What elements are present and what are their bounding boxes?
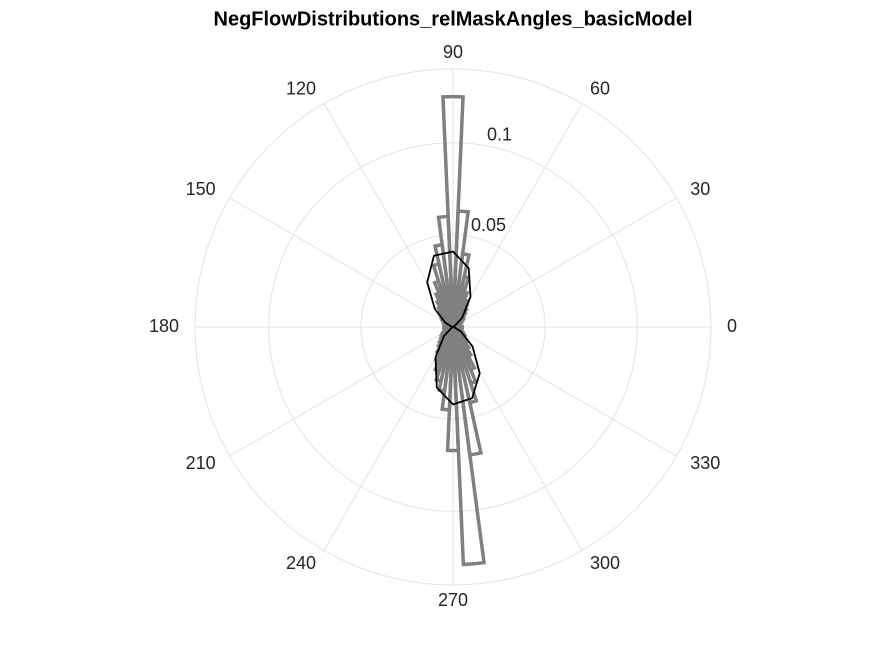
histogram-bar [451, 326, 477, 372]
r-tick-label: 0.05 [471, 215, 506, 235]
histogram-bar [451, 326, 479, 405]
outer-circle [194, 68, 712, 586]
theta-tick-label: 330 [690, 453, 720, 473]
radial-grid-line [360, 234, 546, 420]
histogram-bar [451, 326, 484, 457]
histogram-bar [431, 261, 455, 328]
histogram-bar [436, 308, 455, 329]
chart-title: NegFlowDistributions_relMaskAngles_basic… [214, 8, 693, 30]
histogram-bar [451, 326, 474, 359]
theta-tick-label: 60 [590, 78, 610, 98]
histogram-bar [451, 326, 486, 567]
theta-tick-label: 270 [438, 590, 468, 610]
theta-tick-label: 90 [443, 42, 463, 62]
histogram-bar [434, 298, 455, 328]
spoke-grid-line [229, 326, 454, 457]
histogram-bar [436, 214, 455, 328]
radial-grid-line [268, 142, 638, 512]
spoke-grid-line [229, 197, 454, 328]
histogram-bar [451, 325, 470, 346]
r-tick-label: 0.1 [487, 124, 512, 144]
theta-tick-label: 0 [727, 316, 737, 336]
theta-tick-label: 120 [286, 78, 316, 98]
histogram-bar [441, 94, 465, 328]
spoke-grid-line [323, 103, 454, 328]
theta-tick-label: 210 [186, 453, 216, 473]
histogram-bar [451, 326, 478, 386]
spoke-grid-line [452, 197, 677, 328]
histogram-bar [435, 304, 455, 329]
spoke-grid-line [452, 326, 583, 551]
histogram-bar [451, 325, 472, 352]
theta-tick-label: 150 [186, 179, 216, 199]
spoke-grid-line [452, 103, 583, 328]
spoke-grid-line [452, 326, 677, 457]
histogram-bar [432, 242, 455, 328]
histogram-bar [452, 325, 463, 330]
fit-curve [426, 250, 481, 406]
theta-tick-label: 240 [286, 553, 316, 573]
theta-tick-label: 300 [590, 553, 620, 573]
theta-tick-label: 30 [690, 179, 710, 199]
histogram-bar [433, 290, 455, 328]
spoke-grid-line [323, 326, 454, 551]
theta-tick-label: 180 [149, 316, 179, 336]
histogram-bar [432, 279, 455, 328]
